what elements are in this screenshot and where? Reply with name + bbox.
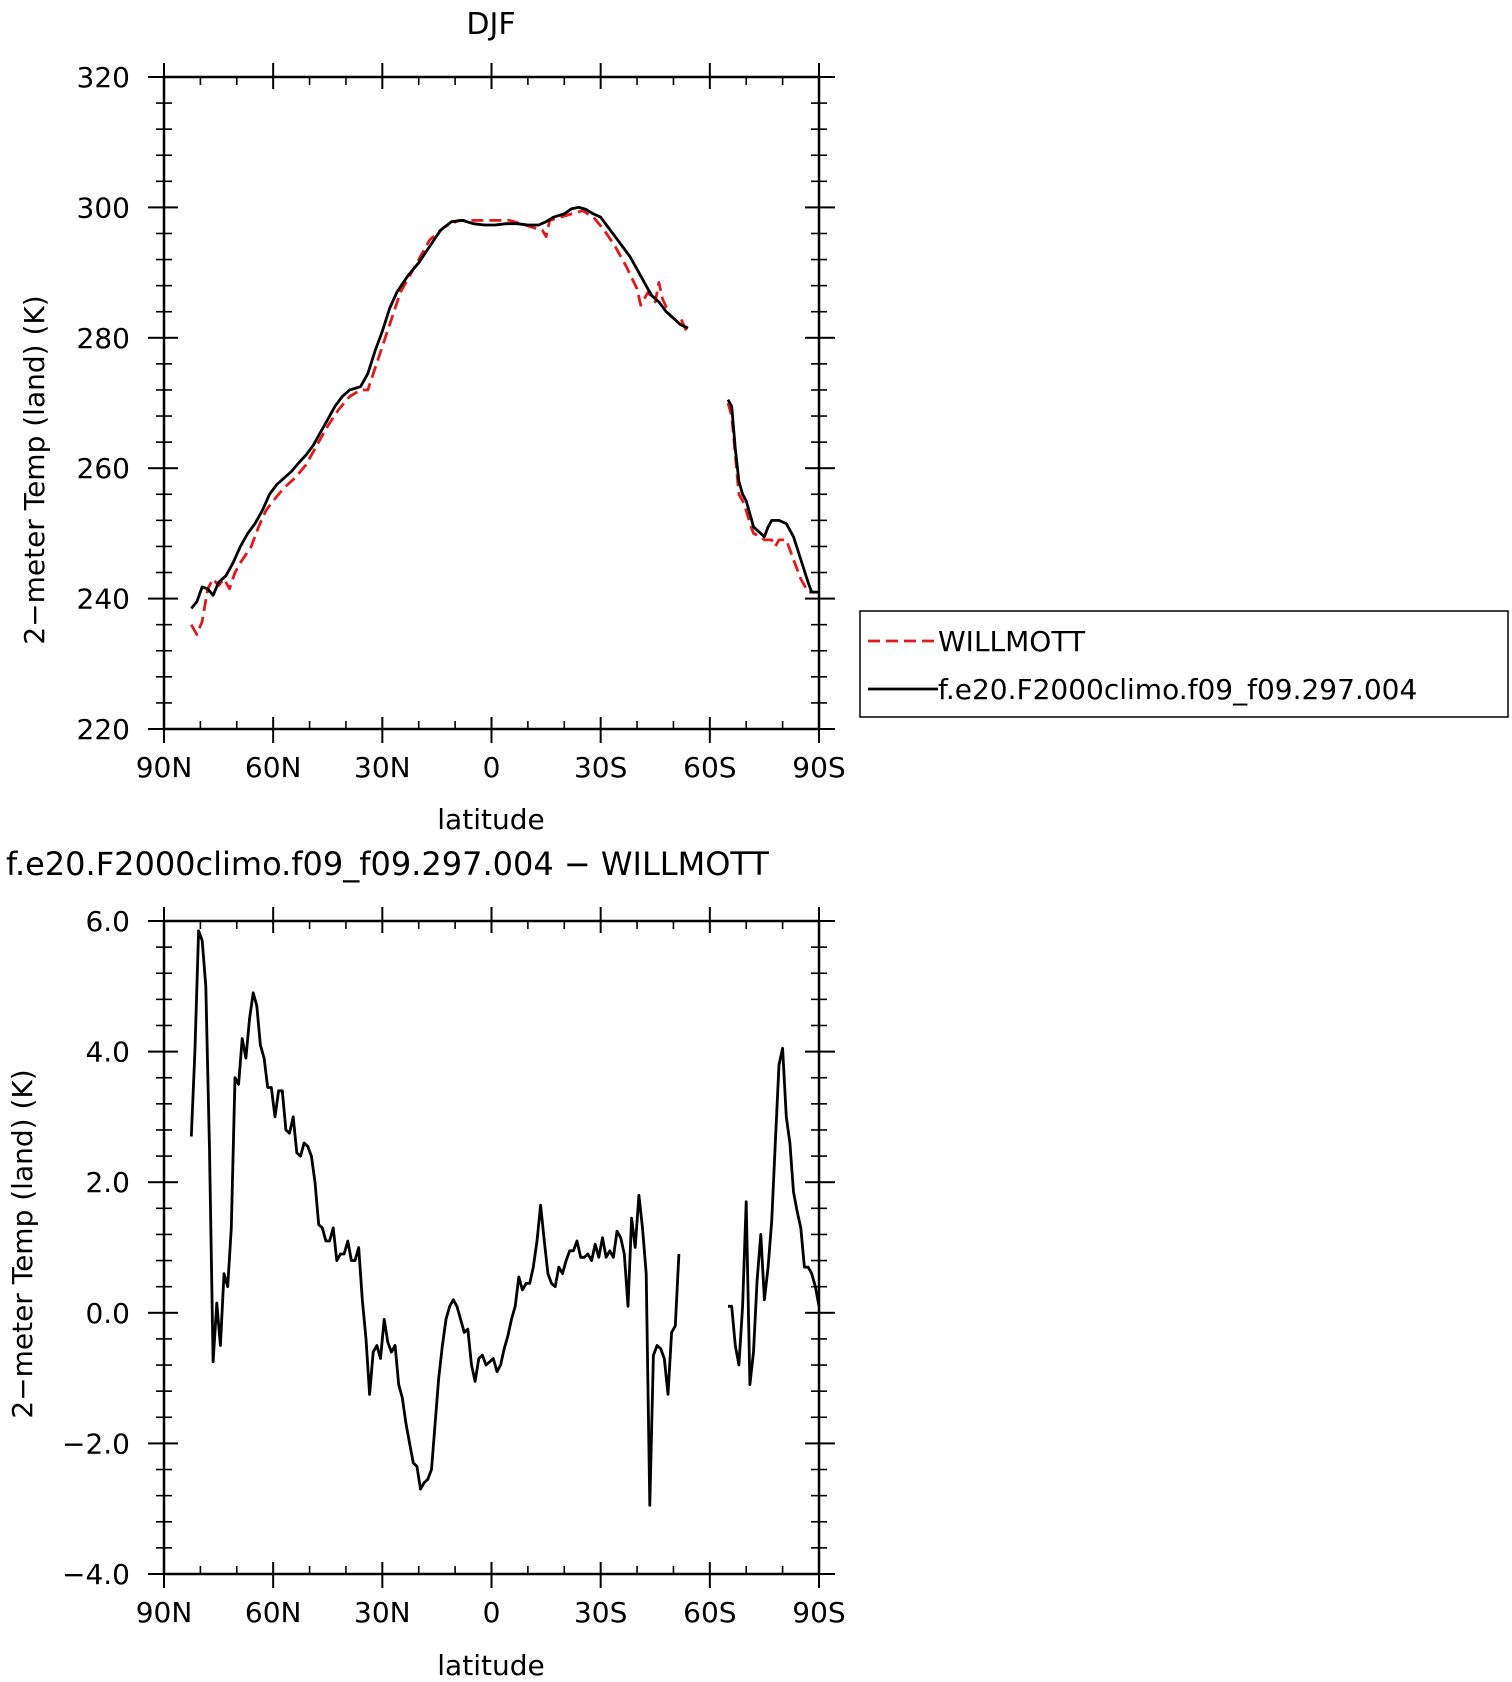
x-axis-label: latitude: [437, 803, 544, 836]
x-axis-label: latitude: [437, 1649, 544, 1682]
x-tick-label: 60S: [683, 1596, 736, 1629]
x-tick-label: 60N: [245, 751, 302, 784]
plot-area-temperature: 90N 60N 30N 0 30S 60S 90S 220 240 260 280 300 320: [77, 61, 846, 784]
chart-title: f.e20.F2000climo.f09_f09.297.004 − WILLM…: [6, 845, 769, 883]
y-tick-label: 320: [77, 61, 130, 94]
series-line-0-segment-1: [728, 1046, 821, 1386]
y-tick-label: 2.0: [85, 1166, 130, 1199]
x-tick-label: 90N: [136, 751, 193, 784]
series-line-1-segment-1: [726, 399, 819, 594]
temperature-chart: DJF 90N 60N 30N 0 30S 60S 90S 220 240 260 280 300 32…: [18, 7, 846, 836]
y-tick-label: 220: [77, 713, 130, 746]
y-tick-label: 280: [77, 322, 130, 355]
y-axis-label: 2−meter Temp (land) (K): [6, 1069, 39, 1418]
x-tick-label: 90S: [792, 751, 845, 784]
y-tick-label: 300: [77, 191, 130, 224]
series-line-1-segment-0: [190, 205, 689, 610]
y-tick-label: 240: [77, 583, 130, 616]
x-tick-label: 30S: [574, 751, 627, 784]
y-tick-label: 6.0: [85, 905, 130, 938]
plot-frame: [162, 919, 821, 1576]
series-line-0-segment-0: [190, 209, 690, 636]
x-tick-label: 60N: [245, 1596, 302, 1629]
legend-box: [859, 610, 1509, 718]
plot-frame: [162, 75, 821, 731]
x-tick-label: 90S: [792, 1596, 845, 1629]
legend: WILLMOTT f.e20.F2000climo.f09_f09.297.00…: [859, 610, 1509, 718]
y-tick-label: −2.0: [62, 1427, 130, 1460]
chart-title: DJF: [466, 7, 515, 42]
y-tick-label: −4.0: [62, 1558, 130, 1591]
series-line-0-segment-1: [726, 402, 816, 594]
x-tick-label: 30N: [354, 1596, 411, 1629]
x-tick-label: 0: [483, 751, 501, 784]
x-tick-label: 0: [483, 1596, 501, 1629]
x-tick-label: 60S: [683, 751, 736, 784]
y-tick-label: 260: [77, 452, 130, 485]
legend-label-model: f.e20.F2000climo.f09_f09.297.004: [938, 673, 1417, 706]
series-line-0-segment-0: [189, 929, 681, 1507]
legend-label-willmott: WILLMOTT: [938, 625, 1086, 658]
difference-chart: f.e20.F2000climo.f09_f09.297.004 − WILLM…: [6, 845, 846, 1682]
x-tick-label: 90N: [136, 1596, 193, 1629]
y-axis-label: 2−meter Temp (land) (K): [18, 295, 51, 644]
y-tick-label: 4.0: [85, 1036, 130, 1069]
x-tick-label: 30N: [354, 751, 411, 784]
plot-area-difference: 90N 60N 30N 0 30S 60S 90S −4.0 −2.0 0.0 2.0 4.0 6.0: [62, 905, 846, 1629]
y-tick-label: 0.0: [85, 1297, 130, 1330]
x-tick-label: 30S: [574, 1596, 627, 1629]
